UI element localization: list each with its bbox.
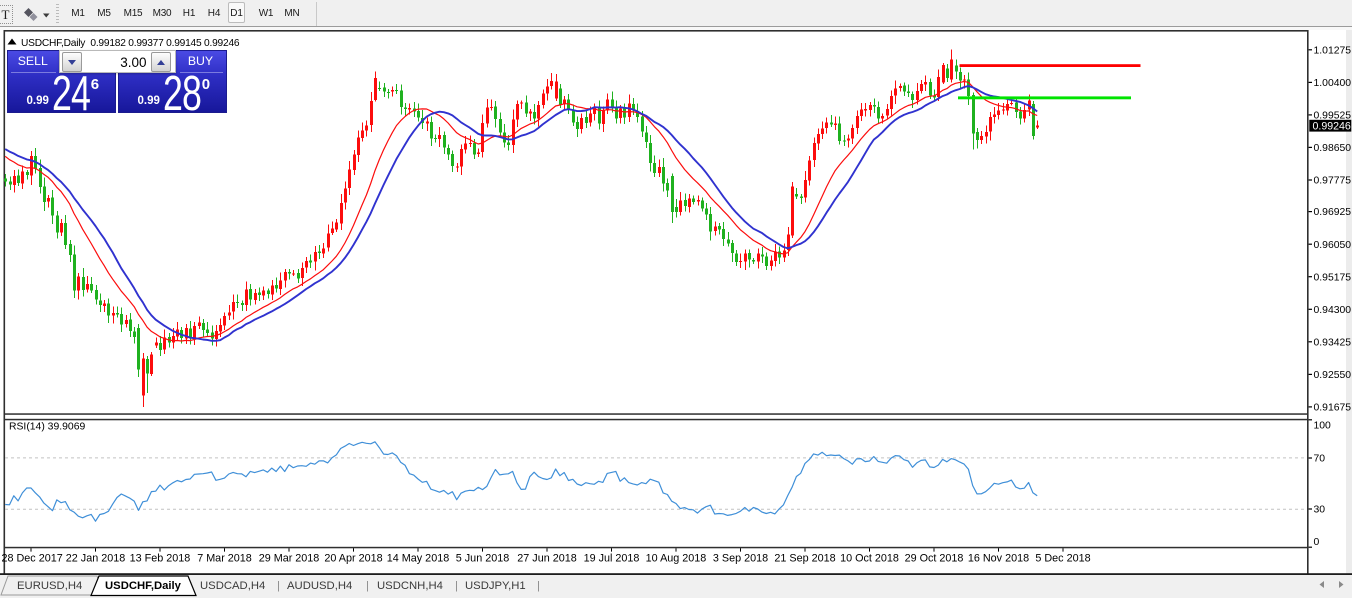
svg-text:RSI(14) 39.9069: RSI(14) 39.9069 (9, 422, 85, 433)
svg-text:USDCHF,Daily 0.99182 0.99377: USDCHF,Daily 0.99182 0.99377 0.99145 0.9… (21, 38, 240, 49)
svg-text:5 Jun 2018: 5 Jun 2018 (456, 553, 509, 565)
svg-text:7 Mar 2018: 7 Mar 2018 (197, 553, 252, 565)
svg-text:0.96925: 0.96925 (1314, 207, 1352, 218)
svg-text:1.01275: 1.01275 (1314, 45, 1352, 56)
svg-text:16 Nov 2018: 16 Nov 2018 (968, 553, 1029, 565)
svg-text:27 Jun 2018: 27 Jun 2018 (517, 553, 576, 565)
svg-text:13 Feb 2018: 13 Feb 2018 (130, 553, 191, 565)
svg-text:0.97775: 0.97775 (1314, 176, 1352, 187)
svg-text:10 Oct 2018: 10 Oct 2018 (840, 553, 899, 565)
svg-text:0.99246: 0.99246 (1313, 120, 1351, 132)
svg-text:21 Sep 2018: 21 Sep 2018 (774, 553, 835, 565)
svg-text:20 Apr 2018: 20 Apr 2018 (324, 553, 382, 565)
svg-text:1.00400: 1.00400 (1314, 78, 1352, 89)
svg-text:0.95175: 0.95175 (1314, 272, 1352, 283)
svg-text:28 Dec 2017: 28 Dec 2017 (2, 553, 63, 565)
svg-text:0.92550: 0.92550 (1314, 370, 1352, 381)
svg-text:0.98650: 0.98650 (1314, 143, 1352, 154)
svg-text:0.96050: 0.96050 (1314, 240, 1352, 251)
svg-text:10 Aug 2018: 10 Aug 2018 (646, 553, 707, 565)
svg-text:0.93425: 0.93425 (1314, 337, 1352, 348)
svg-text:29 Mar 2018: 29 Mar 2018 (259, 553, 320, 565)
svg-text:22 Jan 2018: 22 Jan 2018 (66, 553, 125, 565)
svg-text:3 Sep 2018: 3 Sep 2018 (713, 553, 768, 565)
svg-text:14 May 2018: 14 May 2018 (387, 553, 449, 565)
svg-text:5 Dec 2018: 5 Dec 2018 (1035, 553, 1090, 565)
svg-text:0: 0 (1314, 537, 1320, 548)
svg-text:0.94300: 0.94300 (1314, 305, 1352, 316)
svg-text:100: 100 (1314, 421, 1332, 432)
svg-text:19 Jul 2018: 19 Jul 2018 (584, 553, 640, 565)
svg-text:29 Oct 2018: 29 Oct 2018 (905, 553, 964, 565)
svg-text:0.99525: 0.99525 (1314, 111, 1352, 122)
svg-text:30: 30 (1314, 505, 1326, 516)
svg-text:70: 70 (1314, 454, 1326, 465)
svg-text:0.91675: 0.91675 (1314, 403, 1352, 414)
